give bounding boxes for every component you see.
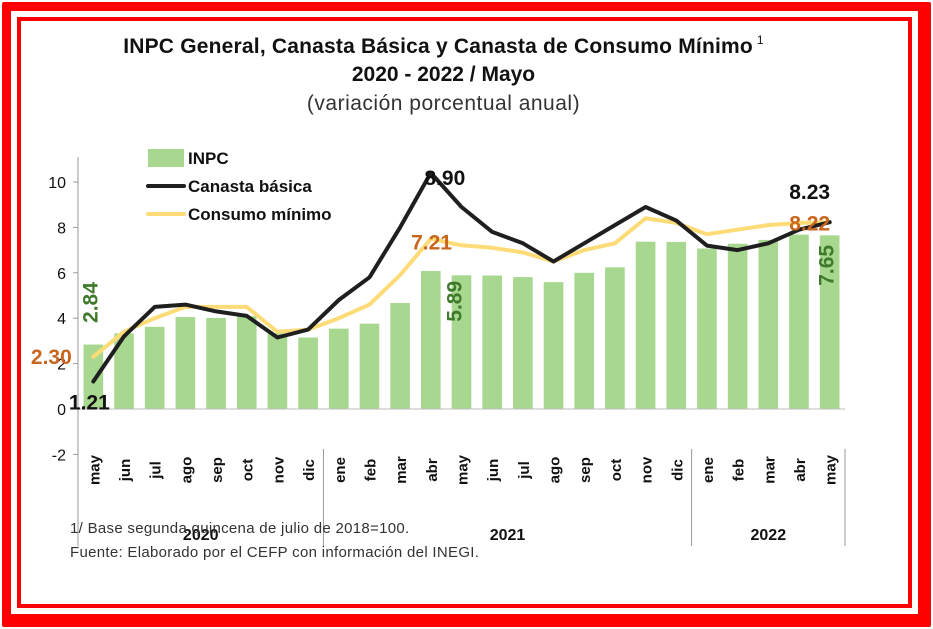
x-tick-label: jul [516,461,533,480]
legend-swatch-inpc [148,149,184,167]
x-tick-label: nov [639,456,656,483]
inpc-bar [819,235,840,409]
x-tick-label: ene [332,457,349,483]
inpc-bar [421,270,441,409]
data-label: 8.90 [424,167,465,190]
inpc-bar [144,326,165,409]
x-tick-label: ene [700,457,717,483]
y-tick-label: 2 [57,357,66,374]
x-tick-label: jun [485,459,502,483]
data-label: 8.22 [789,212,830,235]
legend-label: INPC [188,149,229,168]
inpc-bar [114,333,134,409]
title-footnote-mark: 1 [756,33,764,47]
inpc-bar [666,241,687,409]
consumo-minimo-line [91,216,832,359]
x-tick-label: jun [117,459,134,483]
data-label: 2.30 [31,346,72,369]
inpc-bar [727,243,748,409]
x-tick-label: ago [547,457,564,484]
canasta-basica-line [91,170,832,384]
x-tick-label: sep [577,457,594,483]
footnote-source: Fuente: Elaborado por el CEFP con inform… [70,544,480,561]
year-label: 2021 [490,527,526,544]
x-tick-label: oct [608,459,625,482]
x-tick-label: abr [792,458,809,482]
y-tick-label: 8 [57,220,66,237]
inpc-bar [451,275,472,409]
footnote-base: 1/ Base segunda quincena de julio de 201… [70,520,410,537]
x-tick-label: ago [178,457,195,484]
x-tick-label: may [455,454,472,485]
x-tick-label: dic [301,459,318,481]
x-tick-label: dic [669,459,686,481]
x-tick-label: mar [393,456,410,484]
chart-title-text: INPC General, Canasta Básica y Canasta d… [123,35,753,58]
inpc-bar [390,302,410,409]
x-tick-label: nov [270,456,287,483]
year-label: 2020 [183,527,219,544]
inpc-bar [359,323,380,409]
x-tick-label: sep [209,457,226,483]
inpc-bar [513,277,533,409]
x-tick-label: oct [240,459,257,482]
y-tick-label: -2 [52,447,66,464]
data-label: 2.84 [79,282,102,323]
inpc-bar [482,275,502,409]
y-tick-label: 0 [57,402,66,419]
y-tick-label: 10 [48,175,66,192]
inpc-bar [83,344,104,409]
x-tick-label: may [823,454,840,485]
data-label: 1.21 [69,392,110,415]
inpc-bar [635,241,656,409]
inpc-bar [298,337,318,409]
legend-label: Consumo mínimo [188,205,332,224]
inpc-bar [789,234,809,409]
y-tick-label: 4 [57,311,66,328]
inpc-bar [328,328,349,409]
data-label: 7.65 [816,245,839,286]
inpc-bar [206,317,226,409]
x-tick-label: feb [731,459,748,482]
x-tick-label: abr [424,458,441,482]
legend-label: Canasta básica [188,177,312,196]
inpc-bar [697,248,717,409]
x-tick-label: jul [148,461,165,480]
x-tick-label: feb [362,459,379,482]
inpc-bar [605,267,625,409]
year-label: 2022 [751,527,787,544]
data-label: 7.21 [411,231,452,254]
chart-title-period: 2020 - 2022 / Mayo [351,63,536,86]
chart-subtitle: (variación porcentual anual) [306,92,581,115]
y-tick-label: 6 [57,266,66,283]
x-tick-label: mar [761,456,778,484]
data-label: 5.89 [444,281,467,322]
x-tick-label: may [86,454,103,485]
inpc-bar [574,272,595,409]
inpc-bar [236,316,257,409]
inpc-bar [543,282,564,409]
inpc-bar [175,317,196,409]
inpc-bar [267,333,288,409]
inpc-bar [758,239,779,409]
data-label: 8.23 [789,181,830,204]
chart-title: INPC General, Canasta Básica y Canasta d… [0,33,887,59]
